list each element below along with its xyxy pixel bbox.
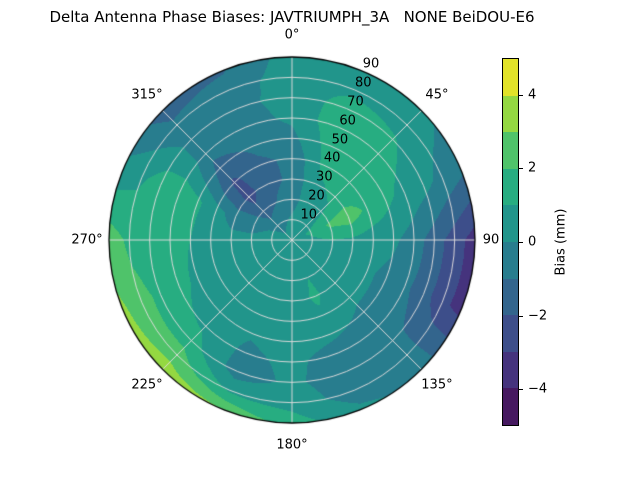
theta-tick-label: 315° — [131, 87, 163, 103]
radial-tick-label: 10 — [300, 207, 318, 223]
colorbar-tickmark — [519, 315, 523, 317]
colorbar-segment — [503, 168, 518, 206]
colorbar-segment — [503, 315, 518, 352]
radial-tick-label: 20 — [308, 188, 325, 204]
radial-tick-label: 30 — [316, 169, 333, 185]
colorbar-segment — [503, 95, 518, 133]
theta-tick-label: 45° — [425, 87, 449, 103]
colorbar-tick-label: 0 — [528, 234, 537, 250]
radial-tick-label: 70 — [347, 94, 364, 110]
theta-tick-label: 180° — [276, 437, 308, 453]
theta-tick-label: 0° — [284, 27, 300, 43]
theta-tick-label: 225° — [131, 377, 163, 393]
colorbar — [502, 58, 519, 426]
colorbar-tick-label: 2 — [528, 160, 537, 176]
colorbar-tick-label: −2 — [528, 308, 548, 324]
colorbar-tick-label: −4 — [528, 381, 548, 397]
radial-tick-label: 50 — [331, 132, 349, 148]
colorbar-segment — [503, 205, 518, 242]
colorbar-segment — [503, 59, 518, 96]
colorbar-tickmark — [519, 168, 523, 170]
colorbar-segment — [503, 351, 518, 389]
colorbar-segment — [503, 278, 518, 316]
colorbar-segment — [503, 388, 518, 425]
radial-tick-label: 80 — [354, 75, 372, 91]
colorbar-segment — [503, 132, 518, 169]
colorbar-segment — [503, 241, 518, 279]
colorbar-tickmark — [519, 94, 523, 96]
colorbar-axis-label: Bias (mm) — [553, 208, 569, 276]
radial-tick-label: 90 — [362, 56, 380, 72]
theta-tick-label: 90 — [482, 232, 500, 248]
theta-tick-label: 135° — [421, 377, 453, 393]
theta-tick-label: 270° — [71, 232, 103, 248]
colorbar-tick-label: 4 — [528, 87, 537, 103]
radial-tick-label: 40 — [323, 150, 341, 166]
radial-tick-label: 60 — [339, 113, 356, 129]
colorbar-tickmark — [519, 389, 523, 391]
colorbar-tickmark — [519, 242, 523, 243]
